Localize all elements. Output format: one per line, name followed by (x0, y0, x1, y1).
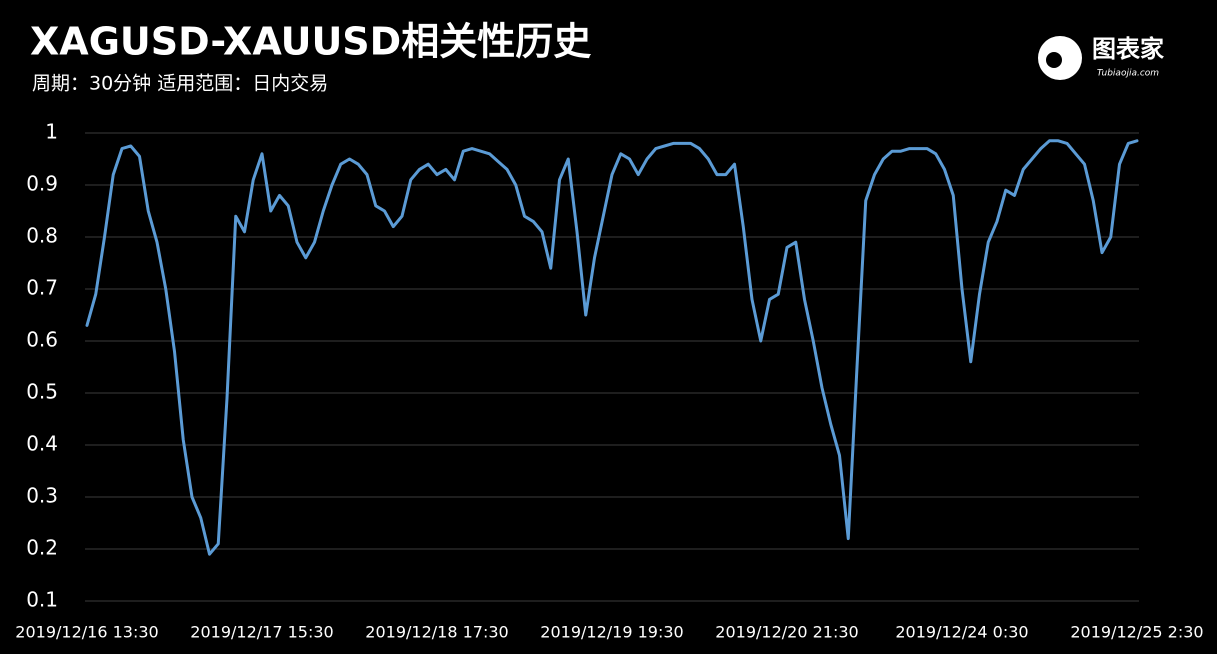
logo-subtext: Tubiaojia.com (1097, 69, 1159, 79)
y-tick-label: 0.2 (26, 536, 58, 560)
logo-text: 图表家 (1092, 35, 1164, 63)
y-tick-label: 0.1 (26, 588, 58, 612)
logo: 图表家 Tubiaojia.com (1038, 35, 1164, 80)
chart-subtitle: 周期：30分钟 适用范围：日内交易 (32, 73, 328, 95)
y-tick-label: 0.6 (26, 328, 58, 352)
y-tick-label: 0.3 (26, 484, 58, 508)
chart-title: XAGUSD-XAUUSD相关性历史 (30, 20, 591, 64)
y-tick-label: 0.8 (26, 224, 58, 248)
x-tick-label: 2019/12/24 0:30 (895, 623, 1028, 642)
x-tick-label: 2019/12/25 2:30 (1070, 623, 1203, 642)
y-tick-label: 0.5 (26, 380, 58, 404)
x-tick-label: 2019/12/19 19:30 (540, 623, 683, 642)
y-tick-label: 0.9 (26, 172, 58, 196)
y-tick-label: 0.7 (26, 276, 58, 300)
y-tick-label: 0.4 (26, 432, 58, 456)
logo-icon-eye (1046, 52, 1062, 68)
y-tick-label: 1 (45, 120, 58, 144)
x-tick-label: 2019/12/18 17:30 (365, 623, 508, 642)
data-line (85, 139, 1139, 556)
x-tick-label: 2019/12/17 15:30 (190, 623, 333, 642)
x-tick-label: 2019/12/16 13:30 (15, 623, 158, 642)
x-tick-label: 2019/12/20 21:30 (715, 623, 858, 642)
